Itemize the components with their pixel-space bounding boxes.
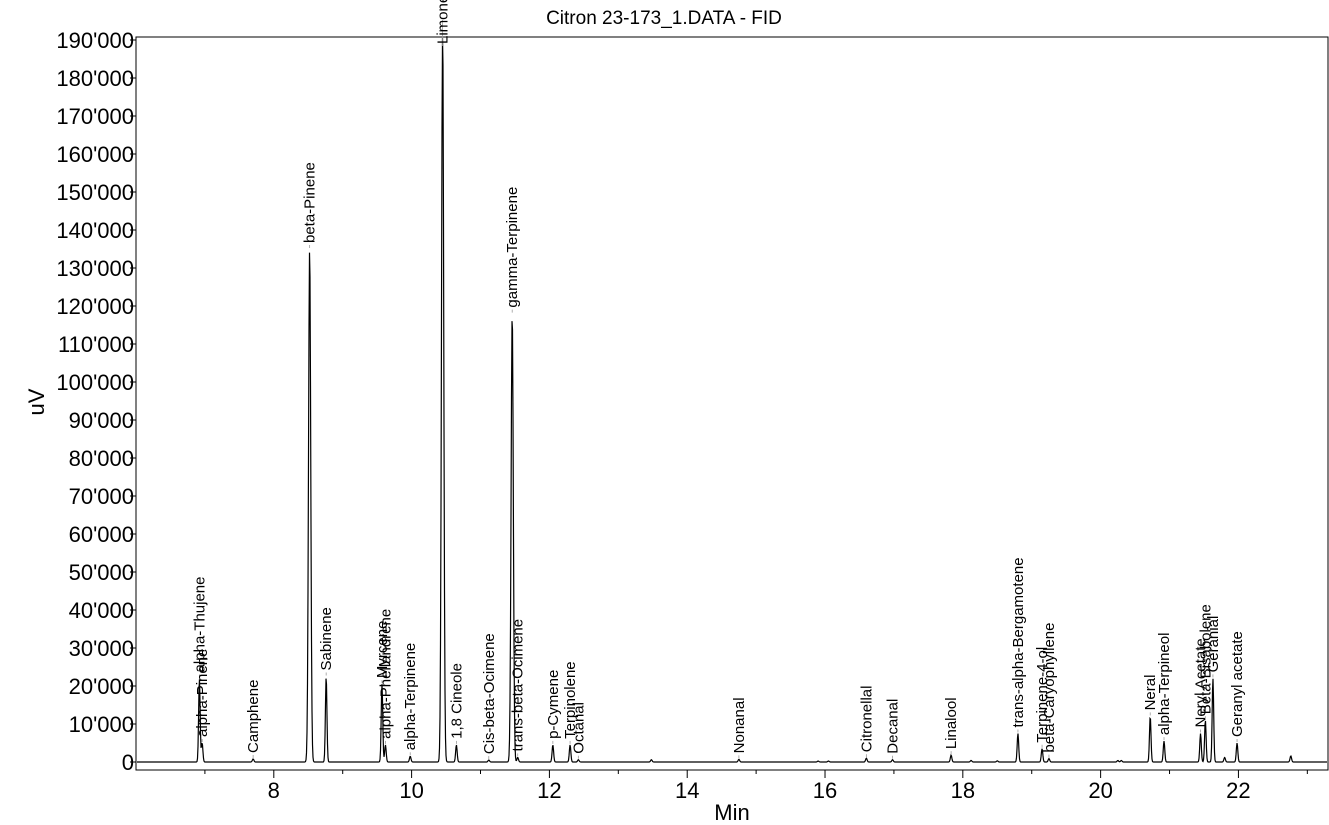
y-tick-label: 160'000 bbox=[56, 142, 134, 167]
peak-label: trans-alpha-Bergamotene bbox=[1010, 557, 1027, 727]
peak-label: trans-beta-Ocimene bbox=[510, 619, 527, 752]
peak-label: Cis-beta-Ocimene bbox=[481, 633, 498, 754]
y-tick-label: 70'000 bbox=[69, 484, 134, 509]
y-tick-label: 40'000 bbox=[69, 598, 134, 623]
chart-title: Citron 23-173_1.DATA - FID bbox=[546, 8, 782, 29]
peak-label: Linalool bbox=[943, 697, 960, 749]
y-tick-label: 150'000 bbox=[56, 180, 134, 205]
peak-label: Sabinene bbox=[318, 607, 335, 670]
x-tick-label: 8 bbox=[268, 778, 280, 803]
peak-label: Geranyl acetate bbox=[1229, 631, 1246, 737]
x-axis-label: Min bbox=[714, 800, 749, 825]
y-tick-label: 170'000 bbox=[56, 104, 134, 129]
y-axis-label: uV bbox=[24, 388, 49, 415]
peak-label: Terpinene-4-ol bbox=[1034, 647, 1051, 743]
peak-label: Terpinolene bbox=[562, 661, 579, 739]
peak-label: Beta-Bisabolene bbox=[1197, 604, 1214, 714]
peak-label: gamma-Terpinene bbox=[504, 187, 521, 308]
x-tick-label: 14 bbox=[675, 778, 699, 803]
peak-label: Neryl Acetate bbox=[1193, 638, 1210, 727]
x-tick-label: 20 bbox=[1088, 778, 1112, 803]
y-axis: 0 10'000 20'000 30'000 40'000 50'000 60'000 70'… bbox=[56, 28, 136, 775]
x-tick-label: 10 bbox=[399, 778, 423, 803]
peak-label: p-Cymene bbox=[545, 670, 562, 739]
peak-label: Octanal bbox=[570, 702, 587, 754]
peak-label: Citronellal bbox=[858, 685, 875, 752]
x-axis: 8 10 12 14 16 18 20 22 bbox=[204, 770, 1308, 803]
peak-label: Geranial bbox=[1205, 616, 1222, 673]
peak-label: alpha-Thujene bbox=[191, 576, 208, 672]
peak-label: Camphene bbox=[245, 680, 262, 753]
y-tick-label: 50'000 bbox=[69, 560, 134, 585]
x-tick-label: 12 bbox=[537, 778, 561, 803]
x-tick-label: 22 bbox=[1226, 778, 1250, 803]
peak-label: alpha-Terpineol bbox=[1156, 633, 1173, 736]
y-tick-label: 130'000 bbox=[56, 256, 134, 281]
y-tick-label: 100'000 bbox=[56, 370, 134, 395]
peak-label: beta-Caryophyllene bbox=[1041, 623, 1058, 753]
y-tick-label: 140'000 bbox=[56, 218, 134, 243]
plot-frame bbox=[135, 36, 1329, 771]
y-tick-label: 30'000 bbox=[69, 636, 134, 661]
y-tick-label: 0 bbox=[122, 750, 134, 775]
y-tick-label: 110'000 bbox=[58, 332, 134, 357]
peak-label: Myrcene bbox=[374, 621, 391, 679]
y-tick-label: 180'000 bbox=[56, 66, 134, 91]
peak-label: Neral bbox=[1142, 675, 1159, 711]
y-tick-label: 90'000 bbox=[69, 408, 134, 433]
chromatogram-trace-group bbox=[137, 37, 1327, 763]
peak-label: beta-Pinene bbox=[302, 162, 319, 243]
peak-label: alpha-Pinene bbox=[194, 649, 211, 737]
y-tick-label: 20'000 bbox=[69, 674, 134, 699]
peak-label: Limonene bbox=[435, 0, 452, 44]
chromatogram-trace bbox=[137, 37, 1327, 763]
y-tick-label: 80'000 bbox=[69, 446, 134, 471]
peak-label: 1,8 Cineole bbox=[448, 663, 465, 739]
x-tick-label: 18 bbox=[951, 778, 975, 803]
x-tick-label: 16 bbox=[813, 778, 837, 803]
y-tick-label: 120'000 bbox=[56, 294, 134, 319]
peak-label: Nonanal bbox=[731, 697, 748, 753]
peak-label: Decanal bbox=[885, 699, 902, 754]
y-tick-label: 60'000 bbox=[69, 522, 134, 547]
peak-label: alpha-Terpinene bbox=[402, 643, 419, 751]
y-tick-label: 10'000 bbox=[69, 712, 134, 737]
peak-label: alpha-Phellandrene bbox=[377, 609, 394, 739]
y-tick-label: 190'000 bbox=[56, 28, 134, 53]
